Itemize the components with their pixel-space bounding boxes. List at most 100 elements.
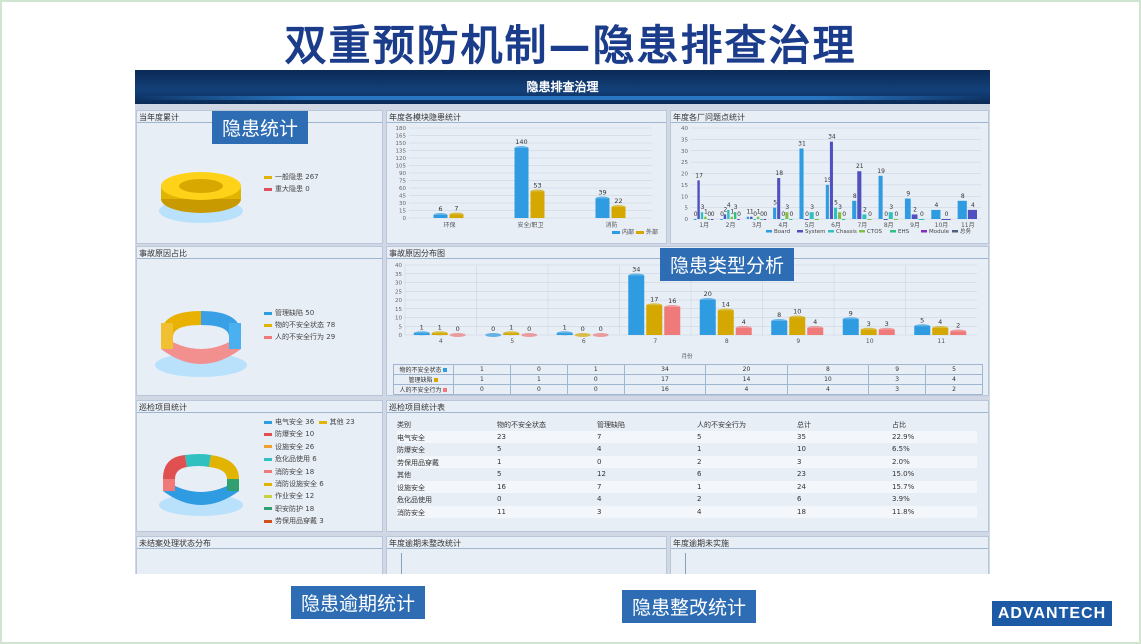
legend-value: 26 [305,442,315,451]
table-cell: 10 [797,445,806,453]
table-cell: 7 [597,432,602,441]
x-tick-label: 1月 [699,222,709,229]
table-cell: 4 [597,445,602,453]
x-tick-label: 2月 [726,222,736,229]
legend-value: 50 [305,309,315,317]
table-cell: 8 [786,364,870,375]
x-tick-label: 4月 [778,222,788,229]
bar [781,219,785,220]
table-cell: 0 [597,457,602,466]
y-tick-label: 20 [681,172,688,178]
bar [700,212,704,219]
data-label: 4 [938,318,942,326]
bar [707,219,710,220]
axis-line [401,553,402,574]
data-label: 8 [777,311,781,319]
table-cell: 24 [797,482,806,491]
bar [941,219,951,220]
legend-swatch [443,388,448,392]
data-label: 0 [711,211,715,218]
bar [862,214,867,219]
bar [789,219,793,220]
data-label: 3 [838,204,842,211]
legend-item: 防爆安全 10 [264,428,355,440]
table-cell: 防爆安全 [397,446,425,454]
column-header: 人的不安全行为 [697,421,746,429]
slide-title: 双重预防机制—隐患排查治理 [284,21,857,70]
table-row: 防爆安全 5 4 1 10 6.5% [397,443,977,455]
table-cell: 6 [697,470,702,478]
y-tick-label: 60 [399,186,406,192]
table-cell: 2 [697,495,702,503]
bar [857,171,862,219]
bar-top [514,146,529,150]
data-label: 0 [737,211,741,218]
legend-item: 消防安全 18 [264,466,355,478]
table-cell: 0 [566,374,625,385]
table-row: 消防安全 11 3 4 18 11.8% [397,505,977,518]
dashboard-header: 隐患排查治理 [135,70,990,104]
data-label: 0 [581,325,585,333]
bar [720,219,723,220]
table-cell: 1 [509,374,568,385]
bar [530,191,545,218]
legend-swatch [264,482,272,486]
table-cell: 1 [566,364,625,375]
table-cell: 15.0% [892,470,915,478]
bar [773,207,777,219]
bar-top [503,331,520,336]
legend-swatch [264,445,272,449]
title-divider [137,258,382,259]
table-cell: 23 [797,470,806,478]
data-label: 3 [810,204,814,211]
data-label: 0 [527,325,531,333]
bar-top [771,319,788,323]
data-label: 34 [828,134,836,141]
bar [833,207,838,219]
ring-chart-hazards [159,172,243,223]
x-tick-label: 环保 [443,221,455,229]
panel-accident-ratio: 事故原因占比 管理缺陷 50 物的不安全状态 78 人的不安全行为 29 [136,246,383,396]
table-cell: 2 [925,384,983,395]
axis-line [685,553,686,574]
y-tick-label: 105 [396,164,407,170]
table-cell: 0 [566,384,625,395]
bar-top [449,333,466,337]
data-label: 140 [515,138,527,146]
bar [931,209,941,219]
table-cell: 其他 [397,471,411,479]
bar [727,209,730,219]
legend-label: 其他 [329,418,344,426]
legend-swatch [264,432,272,436]
bar-top [699,298,716,302]
column-header: 总计 [797,421,811,429]
legend-item: 作业安全 12 [264,490,355,502]
ring-side-blue [229,323,241,349]
bar [737,219,740,220]
y-tick-label: 30 [681,149,688,155]
x-tick-label: 5 [510,338,514,345]
legend-value: 12 [305,492,315,501]
data-label: 0 [456,325,460,333]
legend-label: 危化品使用 [275,455,310,464]
data-label: 1 [509,323,513,331]
legend-swatch [264,323,272,327]
data-label: 1 [563,323,567,331]
ring-chart-accident [155,311,247,377]
table-cell: 20 [705,364,788,375]
table-cell: 11.8% [892,507,915,516]
legend-value: 18 [305,504,315,513]
table-cell: 23 [497,432,506,441]
table-cell: 危化品使用 [397,496,432,504]
bar [704,216,707,219]
bar [838,212,842,219]
ring-segment-blue [163,479,239,505]
table-cell: 1 [697,445,702,453]
title-divider [387,412,988,413]
legend-swatch [766,230,772,233]
legend-swatch [828,230,834,233]
legend-item: 危化品使用 6 [264,453,355,465]
title-divider [671,548,988,549]
